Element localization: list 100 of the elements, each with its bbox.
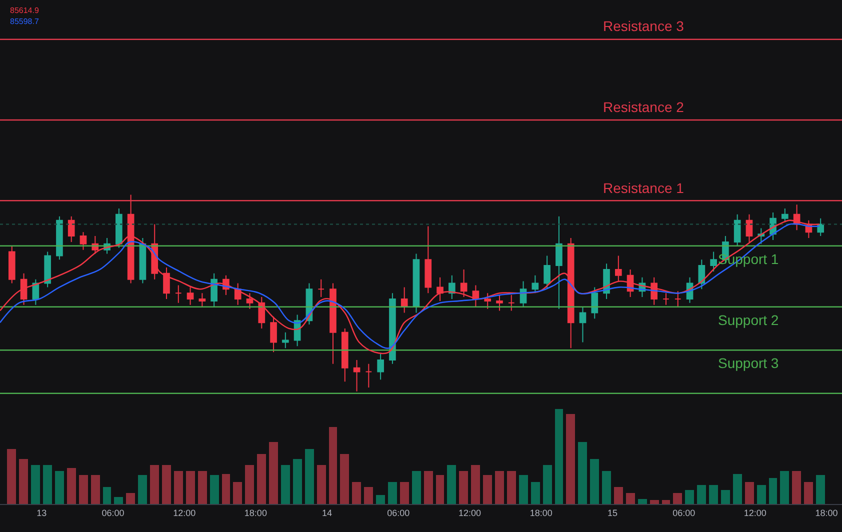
x-tick-label: 12:00 (458, 508, 482, 518)
x-tick-label: 18:00 (530, 508, 552, 518)
x-tick-label: 18:00 (244, 508, 267, 518)
bar (222, 474, 230, 504)
candlestick (544, 255, 550, 290)
bar (198, 471, 207, 504)
bar (412, 471, 421, 504)
candlestick (8, 245, 16, 284)
bar (269, 442, 278, 504)
candlestick (424, 226, 432, 294)
candlestick (341, 328, 348, 382)
bar (709, 485, 718, 504)
bar (67, 468, 76, 504)
bar (650, 500, 659, 504)
bar (436, 475, 444, 504)
bar (447, 465, 456, 504)
bar (757, 485, 766, 504)
bar (531, 482, 540, 504)
bar (578, 442, 587, 504)
bar (471, 465, 480, 504)
bar (673, 493, 682, 504)
bar (745, 482, 754, 504)
candlestick (174, 284, 182, 304)
candlestick (412, 253, 420, 314)
candlestick (520, 280, 527, 308)
candlestick (782, 208, 788, 223)
bar (138, 475, 147, 504)
bar (614, 487, 623, 504)
bar (114, 497, 123, 504)
bar (507, 471, 516, 504)
x-tick-label: 06:00 (387, 508, 410, 518)
x-tick-label: 13 (36, 508, 47, 518)
candlestick (282, 332, 289, 349)
candlestick (579, 306, 586, 343)
bar (293, 459, 302, 504)
ref-line-label: Support 2 (718, 312, 779, 328)
bar (804, 482, 813, 504)
text: 85598.7 (10, 17, 40, 26)
candlestick (56, 216, 63, 260)
bar (638, 499, 647, 504)
bar (79, 475, 88, 504)
bar (340, 454, 349, 504)
candlestick (484, 292, 492, 310)
ref-line-label: Resistance 2 (603, 99, 684, 115)
candlestick (460, 268, 468, 298)
candlestick (139, 238, 146, 284)
candlestick (365, 363, 372, 388)
bar (31, 465, 40, 504)
candlestick (318, 278, 325, 298)
bar (257, 454, 266, 504)
bar (281, 465, 290, 504)
bar (721, 490, 730, 504)
bar (590, 459, 599, 504)
candlestick (198, 292, 206, 308)
candlestick (508, 294, 515, 312)
bar (685, 490, 694, 504)
bar (126, 493, 135, 504)
candlestick (448, 274, 456, 300)
bar (697, 485, 706, 504)
candlestick (246, 292, 254, 310)
bar (150, 465, 159, 504)
candlestick (615, 255, 622, 282)
bar (519, 475, 528, 504)
candlestick (68, 216, 75, 242)
bar (543, 465, 552, 504)
candlestick (674, 290, 682, 308)
candlestick (567, 238, 574, 349)
x-tick-label: 18:00 (815, 508, 838, 518)
x-tick-label: 06:00 (672, 508, 696, 518)
text: 85614.9 (10, 6, 40, 15)
candlestick (44, 251, 51, 288)
candlestick (377, 354, 384, 380)
candlestick (496, 294, 503, 312)
candlestick (591, 286, 598, 320)
bar (245, 465, 254, 504)
bar (780, 471, 789, 504)
bar (186, 471, 195, 504)
x-tick-label: 12:00 (744, 508, 766, 518)
bar (162, 465, 171, 504)
bar (91, 475, 100, 504)
bar (816, 475, 825, 504)
bar (733, 474, 742, 504)
candlestick (662, 292, 670, 306)
candlestick (556, 216, 562, 310)
candlestick (710, 251, 717, 272)
x-tick-label: 15 (607, 508, 618, 518)
candlestick (80, 232, 87, 250)
bar (662, 500, 670, 504)
bar (555, 409, 563, 504)
bar (210, 475, 219, 504)
bar (305, 449, 314, 504)
bar (7, 449, 16, 504)
ref-line-label: Resistance 3 (603, 18, 684, 34)
candlestick (734, 214, 741, 246)
bar (352, 482, 361, 504)
bar (43, 465, 52, 504)
bar (329, 427, 337, 504)
bar (317, 465, 326, 504)
x-tick-label: 12:00 (173, 508, 196, 518)
bar (769, 478, 777, 504)
